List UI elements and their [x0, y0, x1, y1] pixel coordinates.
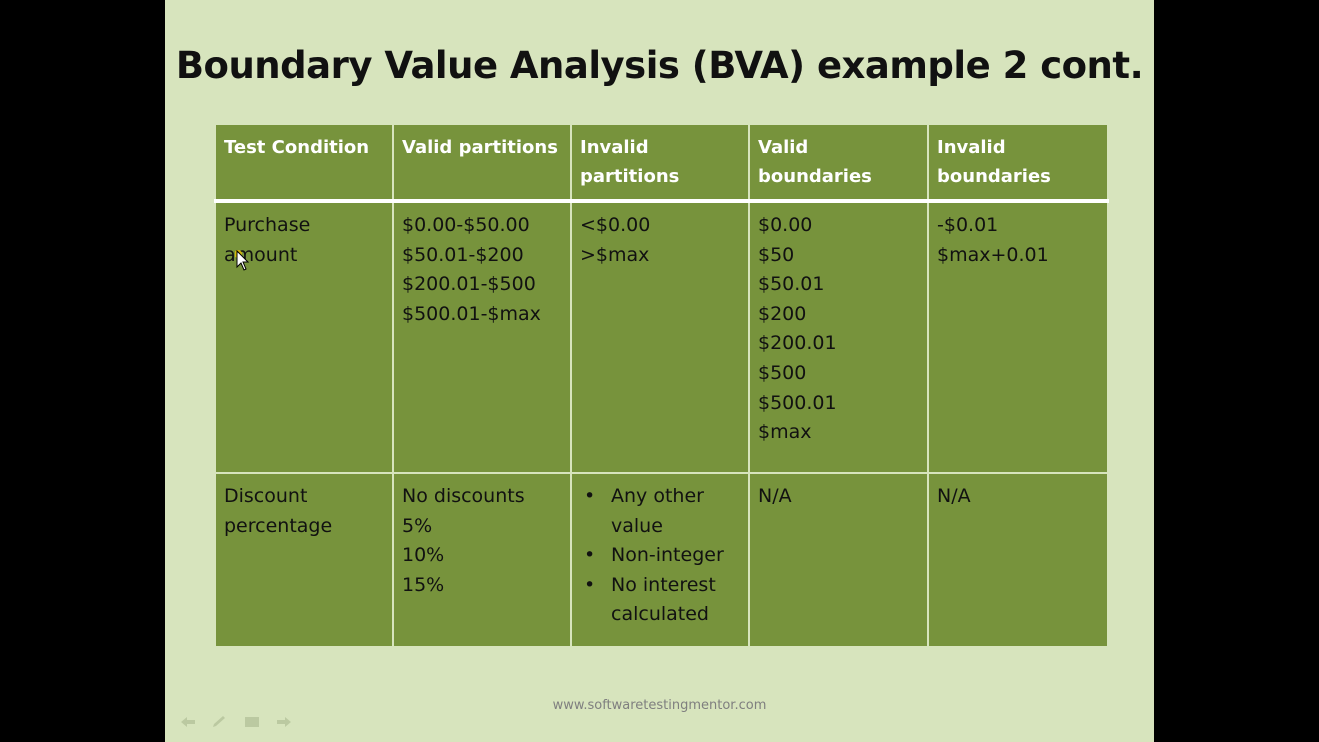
valid-partition-item: $500.01-$max — [402, 302, 541, 325]
bva-table: Test Condition Valid partitions Invalid … — [214, 123, 1109, 648]
cell-invalid-partitions: <$0.00 >$max — [570, 200, 750, 474]
valid-boundary-item: $50 — [758, 243, 795, 266]
header-valid-partitions: Valid partitions — [392, 123, 572, 203]
valid-partition-item: $200.01-$500 — [402, 273, 536, 296]
invalid-boundary-item: -$0.01 — [937, 214, 999, 236]
table-row-purchase-amount: Purchase amount $0.00-$50.00 $50.01-$200… — [214, 200, 1109, 474]
cell-test-condition: Discount percentage — [214, 472, 394, 648]
invalid-partitions-list: • Any other value • Non-integer • No intere… — [580, 482, 740, 630]
test-condition-text: Discount percentage — [224, 485, 333, 537]
letterbox-right — [1154, 0, 1319, 742]
header-invalid-boundaries: Invalid boundaries — [927, 123, 1109, 203]
table-header-row: Test Condition Valid partitions Invalid … — [214, 123, 1109, 203]
letterbox-left — [0, 0, 165, 742]
valid-partition-item: $50.01-$200 — [402, 243, 524, 266]
bullet-icon: • — [584, 485, 596, 507]
presentation-slide: Boundary Value Analysis (BVA) example 2 … — [165, 0, 1154, 742]
cell-valid-boundaries: N/A — [748, 472, 929, 648]
back-arrow-icon[interactable] — [177, 712, 199, 732]
valid-partition-item: 15% — [402, 573, 445, 596]
pen-icon[interactable] — [209, 712, 231, 732]
invalid-partition-item: <$0.00 — [580, 214, 651, 236]
slide-title: Boundary Value Analysis (BVA) example 2 … — [175, 44, 1144, 87]
header-valid-boundaries: Valid boundaries — [748, 123, 929, 203]
table-row-discount-percentage: Discount percentage No discounts 5% 10% … — [214, 472, 1109, 648]
list-item: • Any other value — [580, 482, 740, 541]
invalid-boundary-item: N/A — [937, 485, 971, 507]
valid-partition-item: $0.00-$50.00 — [402, 214, 530, 236]
invalid-partition-item: No interest calculated — [611, 573, 716, 626]
valid-boundary-item: N/A — [758, 485, 792, 507]
list-item: • Non-integer — [580, 541, 740, 571]
forward-arrow-icon[interactable] — [273, 712, 295, 732]
valid-boundary-item: $500 — [758, 361, 807, 384]
valid-boundary-item: $0.00 — [758, 214, 813, 236]
cell-invalid-boundaries: -$0.01 $max+0.01 — [927, 200, 1109, 474]
cell-valid-partitions: $0.00-$50.00 $50.01-$200 $200.01-$500 $5… — [392, 200, 572, 474]
invalid-partition-item: Non-integer — [611, 544, 724, 567]
bullet-icon: • — [584, 544, 596, 567]
valid-partition-item: 10% — [402, 544, 445, 567]
cell-test-condition: Purchase amount — [214, 200, 394, 474]
invalid-boundary-item: $max+0.01 — [937, 243, 1049, 266]
valid-boundary-item: $500.01 — [758, 391, 837, 414]
cell-valid-partitions: No discounts 5% 10% 15% — [392, 472, 572, 648]
footer-url: www.softwaretestingmentor.com — [552, 698, 767, 713]
valid-boundary-item: $200 — [758, 302, 807, 325]
valid-partition-item: No discounts — [402, 485, 525, 507]
cell-valid-boundaries: $0.00 $50 $50.01 $200 $200.01 $500 $500.… — [748, 200, 929, 474]
test-condition-text: Purchase amount — [224, 214, 311, 266]
invalid-partition-item: Any other value — [611, 485, 704, 537]
valid-boundary-item: $max — [758, 421, 812, 444]
header-test-condition: Test Condition — [214, 123, 394, 203]
slideshow-controls — [177, 712, 295, 732]
menu-icon[interactable] — [241, 712, 263, 732]
valid-boundary-item: $50.01 — [758, 273, 825, 296]
cell-invalid-boundaries: N/A — [927, 472, 1109, 648]
valid-boundary-item: $200.01 — [758, 332, 837, 355]
cell-invalid-partitions: • Any other value • Non-integer • No intere… — [570, 472, 750, 648]
valid-partition-item: 5% — [402, 514, 433, 537]
bullet-icon: • — [584, 573, 596, 596]
invalid-partition-item: >$max — [580, 243, 650, 266]
list-item: • No interest calculated — [580, 571, 740, 630]
header-invalid-partitions: Invalid partitions — [570, 123, 750, 203]
